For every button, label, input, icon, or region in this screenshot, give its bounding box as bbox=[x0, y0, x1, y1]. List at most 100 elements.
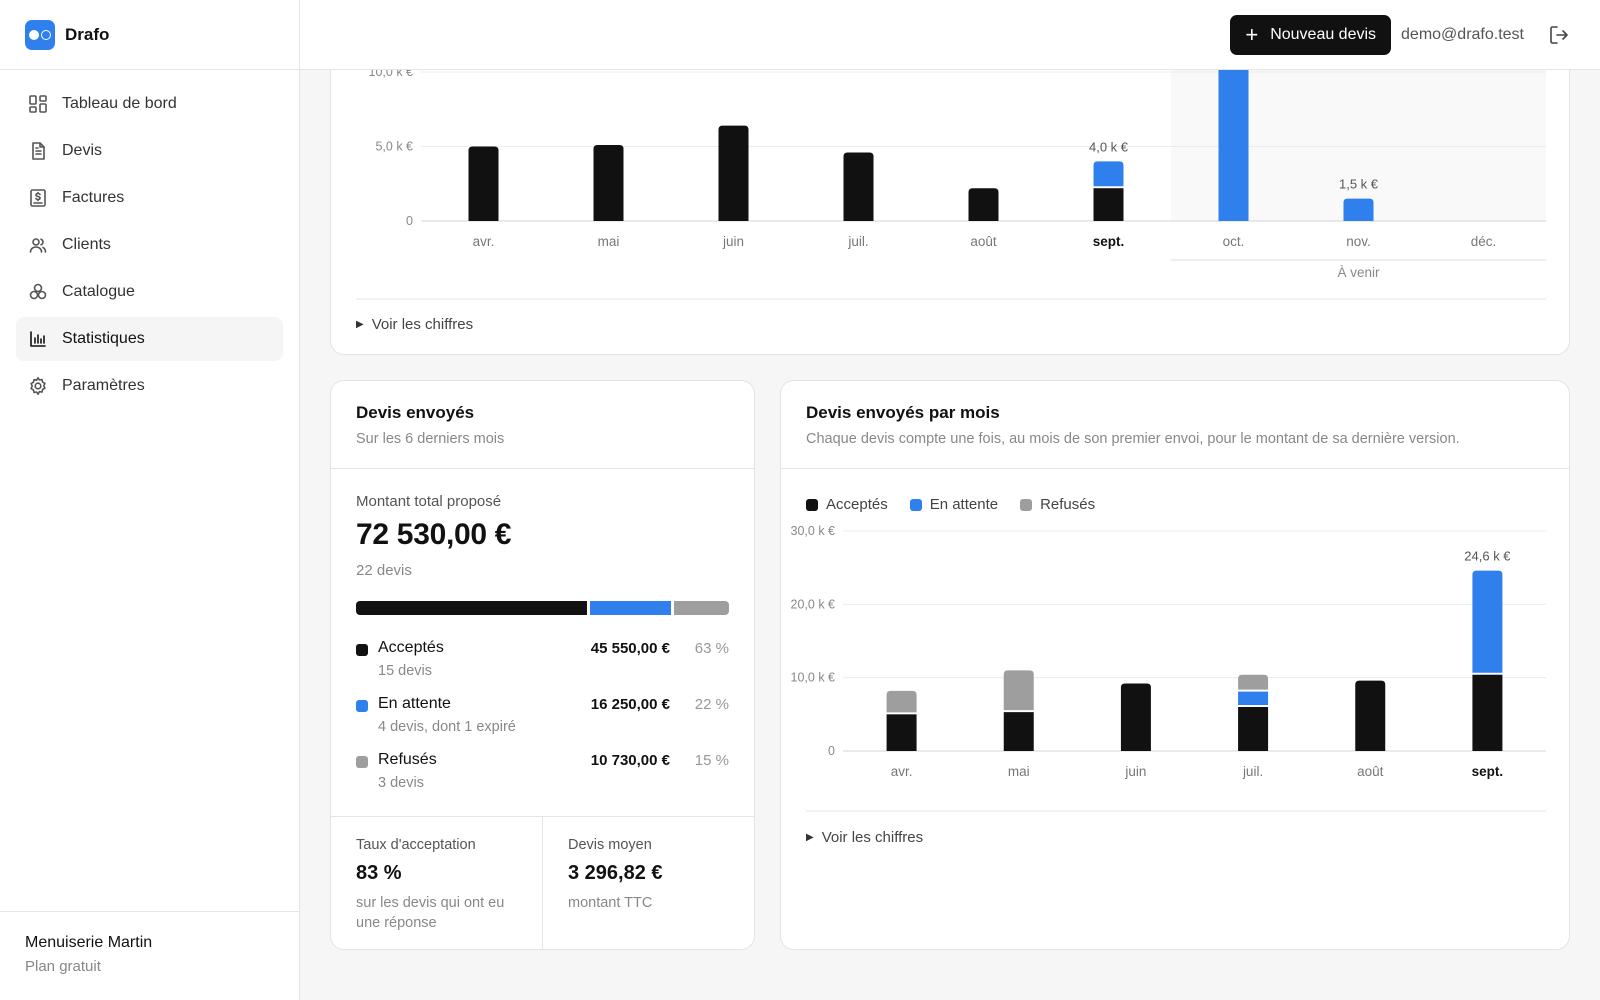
sidebar-item-catalog[interactable]: Catalogue bbox=[16, 270, 283, 314]
sidebar-item-statistics[interactable]: Statistiques bbox=[16, 317, 283, 361]
kpi-summary: Taux d'acceptation 83 % sur les devis qu… bbox=[331, 816, 754, 949]
sidebar-item-settings[interactable]: Paramètres bbox=[16, 364, 283, 408]
sidebar-item-label: Paramètres bbox=[62, 377, 145, 394]
bar-segment bbox=[718, 125, 749, 221]
card-header: Devis envoyés par mois Chaque devis comp… bbox=[781, 381, 1569, 469]
monthly-quotes-chart: 0 10,0 k € 20,0 k € 30,0 k € avr. mai juin juil… bbox=[791, 524, 1546, 812]
sidebar-item-dashboard[interactable]: Tableau de bord bbox=[16, 82, 283, 126]
legend-item-refused[interactable]: Refusés bbox=[1020, 496, 1095, 513]
x-tick-label: juil. bbox=[1242, 764, 1263, 779]
pending-swatch bbox=[356, 700, 368, 712]
legend-label: Acceptés bbox=[826, 496, 888, 513]
plus-icon: + bbox=[1245, 21, 1259, 47]
status-amount: 10 730,00 € bbox=[590, 752, 670, 769]
status-percent: 63 % bbox=[694, 640, 729, 657]
sidebar-item-invoices[interactable]: Factures bbox=[16, 176, 283, 220]
breakdown-segment-pending bbox=[590, 601, 671, 615]
account-info[interactable]: Menuiserie Martin Plan gratuit bbox=[0, 911, 299, 1000]
x-tick-label: sept. bbox=[1472, 764, 1504, 779]
x-tick-label: oct. bbox=[1223, 234, 1245, 249]
bar-segment bbox=[1472, 570, 1503, 673]
sidebar-item-quotes[interactable]: Devis bbox=[16, 129, 283, 173]
status-name: Acceptés bbox=[378, 639, 444, 656]
show-figures-label: Voir les chiffres bbox=[371, 316, 474, 333]
x-tick-label: juil. bbox=[847, 234, 868, 249]
total-label: Montant total proposé bbox=[356, 493, 502, 510]
logout-icon bbox=[1550, 25, 1568, 44]
x-tick-label: juin bbox=[1124, 764, 1146, 779]
brand[interactable]: Drafo bbox=[0, 0, 299, 70]
acceptance-rate-kpi: Taux d'acceptation 83 % sur les devis qu… bbox=[331, 817, 542, 949]
bar-segment bbox=[1238, 674, 1269, 690]
status-name: Refusés bbox=[378, 751, 437, 768]
total-section: Montant total proposé 72 530,00 € 22 dev… bbox=[331, 469, 754, 807]
legend-item-pending[interactable]: En attente bbox=[909, 496, 999, 513]
status-name: En attente bbox=[378, 695, 451, 712]
status-amount: 45 550,00 € bbox=[590, 640, 670, 657]
card-header: Devis envoyés Sur les 6 derniers mois bbox=[331, 381, 754, 469]
status-sub: 15 devis bbox=[378, 663, 433, 679]
x-tick-label: sept. bbox=[1093, 234, 1125, 249]
logout-button[interactable] bbox=[1548, 24, 1570, 46]
bar-segment bbox=[1093, 188, 1124, 221]
bar-segment bbox=[1238, 691, 1269, 705]
sidebar-item-clients[interactable]: Clients bbox=[16, 223, 283, 267]
x-tick-label: mai bbox=[1008, 764, 1030, 779]
status-row-accepted: Acceptés 15 devis 45 550,00 € 63 % bbox=[356, 639, 729, 695]
bar-segment bbox=[1472, 674, 1503, 751]
status-sub: 3 devis bbox=[378, 775, 424, 791]
breakdown-segment-refused bbox=[673, 601, 729, 615]
user-email: demo@drafo.test bbox=[1401, 25, 1524, 43]
bar-segment bbox=[1003, 670, 1034, 711]
legend-swatch bbox=[909, 498, 922, 511]
kpi-label: Taux d'acceptation bbox=[356, 837, 476, 853]
legend-item-accepted[interactable]: Acceptés bbox=[806, 496, 888, 513]
data-label: 1,5 k € bbox=[1339, 177, 1379, 192]
company-name: Menuiserie Martin bbox=[25, 934, 153, 951]
bar-chart-icon bbox=[30, 331, 46, 347]
drafo-logo-icon bbox=[25, 19, 55, 50]
card-title: Devis envoyés par mois bbox=[806, 403, 1000, 422]
legend-label: En attente bbox=[929, 496, 999, 513]
status-breakdown-bar bbox=[356, 601, 729, 615]
sidebar-item-label: Catalogue bbox=[62, 283, 135, 300]
plan-label: Plan gratuit bbox=[25, 958, 101, 975]
card-subtitle: Chaque devis compte une fois, au mois de… bbox=[806, 431, 1460, 447]
status-percent: 22 % bbox=[694, 696, 729, 713]
bar-segment bbox=[468, 146, 499, 221]
status-percent: 15 % bbox=[694, 752, 729, 769]
kpi-label: Devis moyen bbox=[568, 837, 652, 853]
chart-legend: Acceptés En attente Refusés bbox=[806, 496, 1095, 513]
y-tick-label: 0 bbox=[828, 744, 835, 758]
new-quote-button[interactable]: + Nouveau devis bbox=[1230, 14, 1392, 55]
sidebar-nav: Tableau de bord Devis Factures Clients C… bbox=[0, 70, 299, 423]
bar-segment bbox=[1238, 707, 1269, 751]
status-amount: 16 250,00 € bbox=[590, 696, 670, 713]
card-subtitle: Sur les 6 derniers mois bbox=[356, 431, 505, 447]
x-tick-label: avr. bbox=[891, 764, 913, 779]
triangle-right-icon: ▶ bbox=[356, 319, 364, 330]
show-figures-label: Voir les chiffres bbox=[821, 829, 924, 846]
new-quote-label: Nouveau devis bbox=[1270, 25, 1377, 43]
status-sub: 4 devis, dont 1 expiré bbox=[378, 719, 516, 735]
show-figures-toggle[interactable]: ▶ Voir les chiffres bbox=[806, 829, 923, 846]
catalog-icon bbox=[29, 283, 47, 300]
show-figures-toggle[interactable]: ▶ Voir les chiffres bbox=[356, 316, 473, 333]
total-count: 22 devis bbox=[356, 562, 412, 579]
bar-segment bbox=[593, 145, 624, 221]
refused-swatch bbox=[356, 756, 368, 768]
data-label: 24,6 k € bbox=[1464, 549, 1511, 564]
sidebar-item-label: Devis bbox=[62, 142, 103, 159]
kpi-value: 83 % bbox=[356, 862, 402, 884]
average-quote-kpi: Devis moyen 3 296,82 € montant TTC bbox=[542, 817, 754, 949]
legend-label: Refusés bbox=[1040, 496, 1096, 513]
bar-segment bbox=[886, 714, 917, 751]
accepted-swatch bbox=[356, 644, 368, 656]
kpi-sub: sur les devis qui ont eu une réponse bbox=[356, 895, 505, 931]
document-icon bbox=[32, 142, 45, 160]
x-tick-label: déc. bbox=[1471, 234, 1497, 249]
y-tick-label: 5,0 k € bbox=[375, 140, 413, 154]
bar-segment bbox=[1093, 161, 1124, 187]
legend-swatch bbox=[806, 498, 818, 511]
